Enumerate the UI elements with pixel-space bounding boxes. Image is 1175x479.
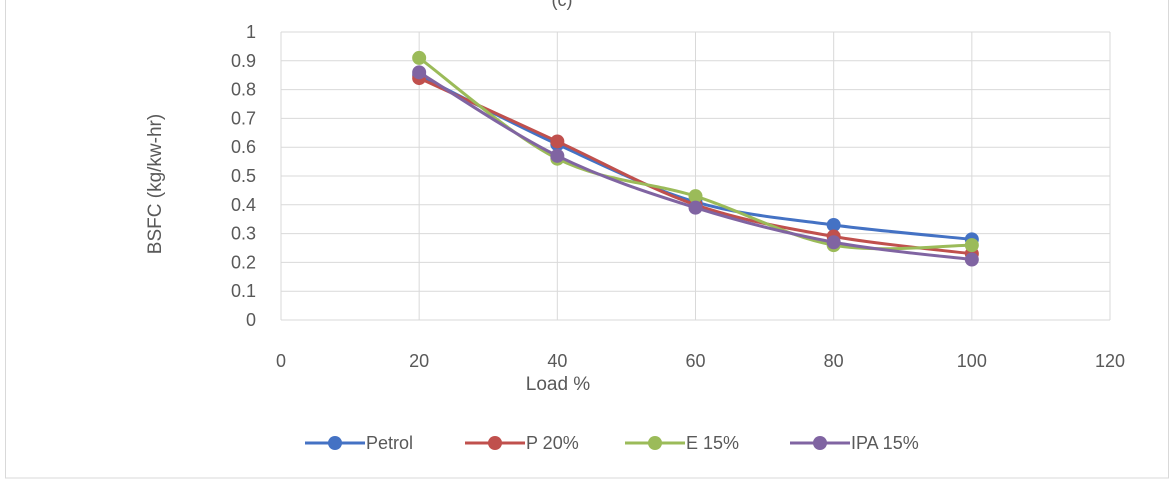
data-point (550, 148, 565, 163)
data-point (826, 217, 841, 232)
legend-item: IPA 15% (790, 433, 919, 453)
x-axis-label: Load % (526, 374, 591, 395)
data-point (412, 50, 427, 65)
chart-border (5, 0, 1169, 479)
y-tick-label: 0.5 (231, 166, 256, 186)
y-tick-label: 0.1 (231, 281, 256, 301)
y-axis-label: BSFC (kg/kw-hr) (145, 114, 166, 254)
x-tick-label: 0 (276, 351, 286, 371)
legend-swatch-marker (328, 436, 342, 450)
legend-swatch-marker (813, 436, 827, 450)
legend-item: P 20% (465, 433, 579, 453)
y-tick-label: 0.6 (231, 137, 256, 157)
x-tick-label: 60 (685, 351, 705, 371)
legend: Petrol P 20% E 15% IPA 15% (305, 433, 919, 453)
data-point (964, 238, 979, 253)
y-tick-label: 1 (246, 22, 256, 42)
y-tick-label: 0.8 (231, 80, 256, 100)
series-layer (412, 50, 979, 267)
y-tick-label: 0.3 (231, 224, 256, 244)
axes: 0 0.1 0.2 0.3 0.4 0.5 0.6 0.7 0.8 0.9 1 0 20 40 60 80 10… (231, 22, 1125, 371)
legend-label: Petrol (366, 433, 413, 453)
y-tick-label: 0 (246, 310, 256, 330)
panel-label: (c) (552, 0, 573, 10)
legend-item: E 15% (625, 433, 739, 453)
data-point (688, 189, 703, 204)
data-point (412, 65, 427, 80)
x-tick-label: 120 (1095, 351, 1125, 371)
legend-label: P 20% (526, 433, 579, 453)
legend-item: Petrol (305, 433, 413, 453)
legend-label: IPA 15% (851, 433, 919, 453)
legend-label: E 15% (686, 433, 739, 453)
data-point (826, 235, 841, 250)
x-tick-label: 80 (824, 351, 844, 371)
y-tick-label: 0.4 (231, 195, 256, 215)
legend-swatch-marker (648, 436, 662, 450)
y-tick-label: 0.7 (231, 108, 256, 128)
legend-swatch-marker (488, 436, 502, 450)
data-point (688, 200, 703, 215)
x-tick-label: 40 (547, 351, 567, 371)
series-3 (412, 65, 979, 267)
data-point (550, 134, 565, 149)
y-tick-label: 0.2 (231, 252, 256, 272)
data-point (964, 252, 979, 267)
y-tick-label: 0.9 (231, 51, 256, 71)
x-tick-label: 20 (409, 351, 429, 371)
x-tick-label: 100 (957, 351, 987, 371)
